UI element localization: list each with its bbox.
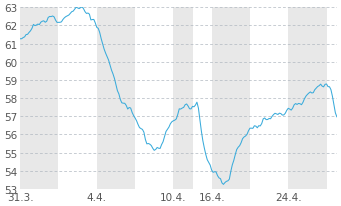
Bar [20, 8, 59, 189]
Bar [97, 8, 135, 189]
Bar [212, 8, 250, 189]
Bar [288, 8, 327, 189]
Bar [173, 8, 193, 189]
